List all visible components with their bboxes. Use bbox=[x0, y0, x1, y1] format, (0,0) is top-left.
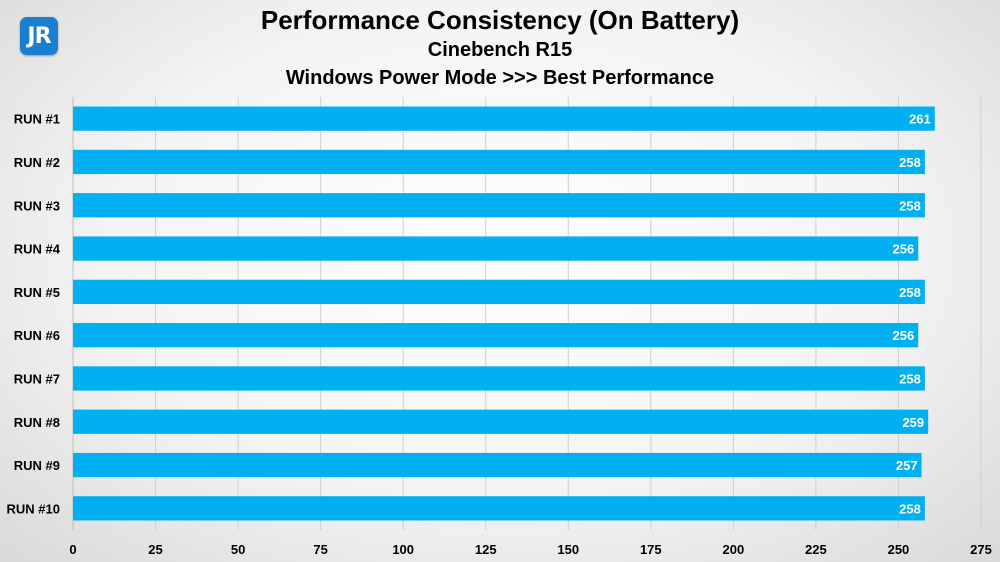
category-label-run-2: RUN #2 bbox=[14, 155, 60, 170]
x-tick-label-0: 0 bbox=[69, 542, 76, 557]
x-tick-label-25: 25 bbox=[148, 542, 162, 557]
bars bbox=[73, 106, 935, 521]
x-tick-label-50: 50 bbox=[231, 542, 245, 557]
brand-logo-text: JR bbox=[27, 23, 51, 49]
bar-run-2 bbox=[73, 149, 925, 175]
data-label-run-9: 257 bbox=[896, 458, 918, 473]
category-label-run-6: RUN #6 bbox=[14, 328, 60, 343]
data-label-run-10: 258 bbox=[899, 501, 921, 516]
bar-run-4 bbox=[73, 236, 919, 261]
x-tick-label-200: 200 bbox=[723, 542, 745, 557]
x-tick-label-275: 275 bbox=[970, 542, 992, 557]
labels: 0 25 50 75 100 125 150 175 200 225 250 275 RUN #1 261… bbox=[7, 112, 992, 557]
bar-run-3 bbox=[73, 193, 925, 218]
chart-titles: Performance Consistency (On Battery) Cin… bbox=[0, 4, 1000, 92]
data-label-run-2: 258 bbox=[899, 155, 921, 170]
data-label-run-6: 256 bbox=[893, 328, 915, 343]
x-tick-label-100: 100 bbox=[392, 542, 414, 557]
x-tick-label-225: 225 bbox=[805, 542, 827, 557]
category-label-run-4: RUN #4 bbox=[14, 242, 61, 257]
bar-run-9 bbox=[73, 452, 922, 478]
x-tick-label-175: 175 bbox=[640, 542, 662, 557]
data-label-run-5: 258 bbox=[899, 285, 921, 300]
bar-run-7 bbox=[73, 366, 925, 391]
x-tick-label-150: 150 bbox=[557, 542, 579, 557]
category-label-run-10: RUN #10 bbox=[7, 501, 60, 516]
category-label-run-1: RUN #1 bbox=[14, 112, 60, 127]
bar-run-8 bbox=[73, 409, 929, 434]
chart-subtitle: Cinebench R15 bbox=[427, 39, 573, 61]
bar-run-1 bbox=[73, 106, 935, 131]
data-label-run-3: 258 bbox=[899, 198, 921, 213]
x-tick-label-125: 125 bbox=[475, 542, 497, 557]
x-tick-label-75: 75 bbox=[313, 542, 327, 557]
bar-run-5 bbox=[73, 279, 925, 304]
bar-run-6 bbox=[73, 323, 919, 348]
category-label-run-5: RUN #5 bbox=[14, 285, 60, 300]
data-label-run-7: 258 bbox=[899, 371, 921, 386]
category-label-run-8: RUN #8 bbox=[14, 415, 60, 430]
data-label-run-1: 261 bbox=[909, 112, 931, 127]
chart-subtitle-secondary: Windows Power Mode >>> Best Performance bbox=[285, 67, 715, 89]
category-label-run-9: RUN #9 bbox=[14, 458, 60, 473]
data-label-run-8: 259 bbox=[902, 415, 924, 430]
category-label-run-7: RUN #7 bbox=[14, 371, 60, 386]
x-tick-label-250: 250 bbox=[888, 542, 910, 557]
bar-run-10 bbox=[73, 496, 925, 521]
data-label-run-4: 256 bbox=[893, 242, 915, 257]
category-label-run-3: RUN #3 bbox=[14, 198, 60, 213]
brand-logo: JR bbox=[20, 17, 58, 55]
chart-title: Performance Consistency (On Battery) bbox=[260, 5, 740, 35]
